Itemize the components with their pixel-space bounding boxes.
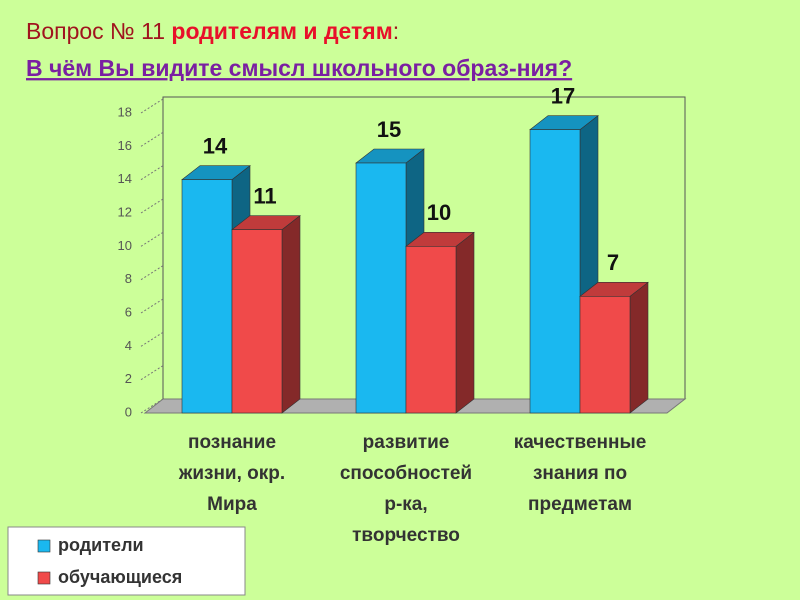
y-tick-label: 18 [118, 104, 132, 119]
x-tick-label: познание [188, 432, 276, 453]
x-tick-label: Мира [207, 494, 257, 515]
legend-swatch [37, 539, 51, 553]
x-tick-label: качественные [514, 432, 647, 453]
x-tick-label: жизни, окр. [178, 463, 285, 484]
x-tick-label: знания по [533, 463, 627, 484]
tick-mark [140, 398, 164, 414]
x-tick-label: предметам [528, 494, 632, 515]
tick-mark [140, 365, 164, 381]
y-tick-label: 4 [125, 338, 132, 353]
bar [231, 229, 283, 414]
bar [529, 129, 581, 414]
y-tick-label: 2 [125, 371, 132, 386]
tick-mark [140, 265, 164, 281]
tick-mark [140, 198, 164, 214]
bar-side [281, 215, 301, 414]
legend-swatch [37, 571, 51, 585]
legend-label: родители [58, 535, 144, 555]
tick-mark [140, 98, 164, 114]
y-tick-label: 14 [118, 171, 132, 186]
value-label: 17 [551, 83, 575, 108]
y-tick-label: 10 [118, 238, 132, 253]
value-label: 7 [607, 250, 619, 275]
bar [405, 246, 457, 414]
bar-side [455, 231, 475, 414]
title-tail: : [393, 18, 399, 44]
legend-label: обучающиеся [58, 567, 182, 587]
value-label: 15 [377, 117, 401, 142]
x-tick-label: р-ка, [384, 494, 427, 515]
y-tick-label: 16 [118, 138, 132, 153]
tick-mark [140, 331, 164, 347]
bar [579, 296, 631, 414]
tick-mark [140, 131, 164, 147]
chart-subtitle: В чём Вы видите смысл школьного образ-ни… [26, 55, 572, 81]
value-label: 11 [253, 183, 276, 208]
chart-title: Вопрос № 11 родителям и детям: [26, 18, 399, 44]
title-emphasis: родителям и детям [171, 18, 392, 44]
x-tick-label: творчество [352, 525, 460, 546]
value-label: 14 [203, 133, 228, 158]
x-tick-label: развитие [363, 432, 450, 453]
tick-mark [140, 298, 164, 314]
y-tick-label: 8 [125, 271, 132, 286]
value-label: 10 [427, 200, 451, 225]
bar-side [629, 281, 649, 414]
x-tick-label: способностей [340, 463, 472, 484]
tick-mark [140, 165, 164, 181]
title-lead: Вопрос № 11 [26, 18, 165, 44]
y-tick-label: 6 [125, 304, 132, 319]
tick-mark [140, 231, 164, 247]
y-tick-label: 12 [118, 204, 132, 219]
bar [355, 162, 407, 414]
y-tick-label: 0 [125, 404, 132, 419]
bar [181, 179, 233, 414]
